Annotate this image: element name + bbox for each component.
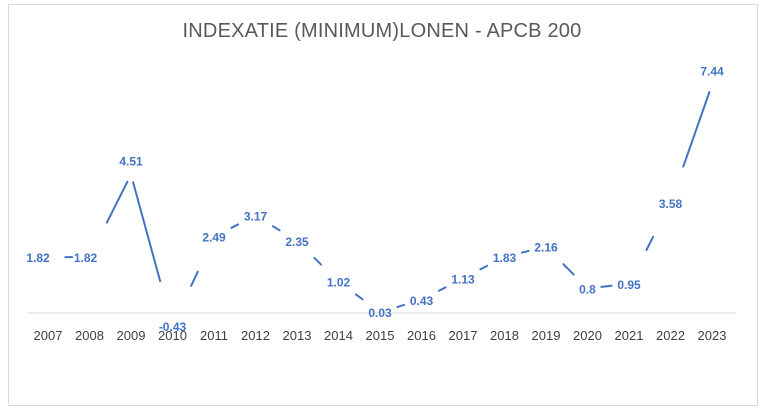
x-tick-label: 2010 bbox=[158, 328, 187, 343]
series-line-segment bbox=[682, 91, 711, 168]
x-tick-label: 2007 bbox=[34, 328, 63, 343]
x-tick-label: 2023 bbox=[698, 328, 727, 343]
series-line-segment bbox=[230, 223, 240, 229]
data-label: 7.44 bbox=[700, 65, 724, 79]
data-label: -0.43 bbox=[159, 320, 187, 334]
series-line-segment bbox=[132, 181, 162, 283]
series-line-segment bbox=[313, 256, 323, 266]
x-tick-label: 2018 bbox=[490, 328, 519, 343]
x-tick-label: 2008 bbox=[75, 328, 104, 343]
series-line-segment bbox=[105, 180, 129, 224]
x-tick-label: 2022 bbox=[656, 328, 685, 343]
series-line-segment bbox=[190, 270, 199, 287]
series-line-segment bbox=[354, 293, 364, 301]
series-line-segment bbox=[520, 249, 530, 254]
chart-title: INDEXATIE (MINIMUM)LONEN - APCB 200 bbox=[182, 20, 582, 42]
x-tick-label: 2021 bbox=[615, 328, 644, 343]
data-label: 2.35 bbox=[285, 235, 309, 249]
data-label: 1.02 bbox=[327, 276, 351, 290]
data-label: 2.16 bbox=[534, 241, 558, 255]
data-label: 1.13 bbox=[451, 272, 475, 286]
x-tick-label: 2011 bbox=[200, 328, 228, 343]
series-line-segment bbox=[600, 284, 613, 288]
x-tick-label: 2015 bbox=[366, 328, 395, 343]
x-tick-label: 2014 bbox=[324, 328, 353, 343]
data-label: 0.95 bbox=[617, 278, 641, 292]
data-label: 0.03 bbox=[368, 306, 392, 320]
data-label: 2.49 bbox=[202, 231, 226, 245]
x-tick-label: 2020 bbox=[573, 328, 602, 343]
x-tick-label: 2016 bbox=[407, 328, 436, 343]
data-label: 3.58 bbox=[659, 197, 683, 211]
x-tick-label: 2012 bbox=[241, 328, 270, 343]
series-line-segment bbox=[562, 263, 575, 276]
data-label: 1.82 bbox=[74, 251, 98, 265]
data-label: 0.43 bbox=[410, 294, 434, 308]
data-label: 3.17 bbox=[244, 210, 268, 224]
data-label: 1.83 bbox=[493, 251, 517, 265]
series-line-segment bbox=[396, 303, 406, 308]
series-line-segment bbox=[271, 225, 281, 232]
data-label: 0.8 bbox=[579, 282, 596, 296]
series-line-segment bbox=[437, 286, 447, 292]
x-tick-label: 2013 bbox=[283, 328, 312, 343]
x-tick-label: 2009 bbox=[117, 328, 146, 343]
data-label: 4.51 bbox=[119, 155, 143, 169]
data-label: 1.82 bbox=[26, 251, 50, 265]
series-line-segment bbox=[479, 264, 489, 271]
x-tick-label: 2019 bbox=[532, 328, 561, 343]
series-line-segment bbox=[645, 235, 655, 251]
x-tick-label: 2017 bbox=[449, 328, 478, 343]
chart-frame bbox=[8, 4, 758, 406]
